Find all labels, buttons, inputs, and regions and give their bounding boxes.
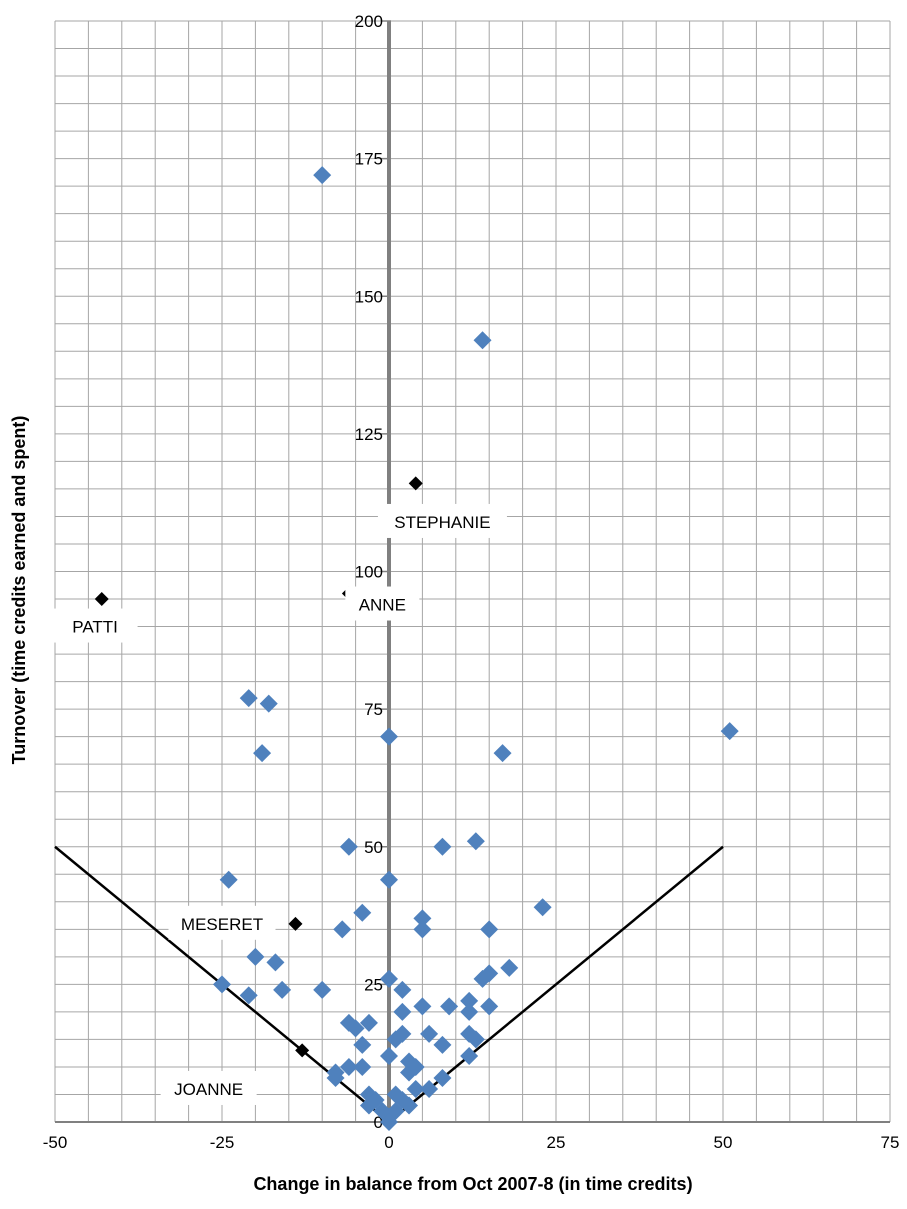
member-point — [440, 997, 459, 1016]
label-box — [160, 1070, 257, 1105]
member-point — [406, 1079, 425, 1098]
data-points — [94, 166, 739, 1131]
highlighted-point — [408, 476, 423, 491]
highlighted-point — [288, 916, 303, 931]
y-tick-label: 75 — [364, 700, 383, 719]
member-point — [359, 1096, 378, 1115]
member-point — [400, 1096, 419, 1115]
member-point — [533, 898, 552, 917]
member-point — [346, 1019, 365, 1038]
y-tick-label: 200 — [355, 12, 383, 31]
label-box — [377, 503, 507, 538]
y-axis-title: Turnover (time credits earned and spent) — [9, 416, 29, 765]
point-label: MESERET — [181, 915, 263, 934]
member-point — [393, 1002, 412, 1021]
x-tick-label: -50 — [43, 1133, 68, 1152]
member-point — [500, 958, 519, 977]
x-tick-label: 25 — [547, 1133, 566, 1152]
x-tick-label: 50 — [714, 1133, 733, 1152]
member-point — [480, 997, 499, 1016]
member-point — [339, 1013, 358, 1032]
zero-axes — [55, 20, 890, 1123]
highlighted-point — [295, 1043, 310, 1058]
member-point — [433, 1068, 452, 1087]
member-point — [466, 832, 485, 851]
member-point — [380, 1046, 398, 1065]
member-point — [380, 870, 398, 889]
member-point — [413, 997, 432, 1016]
member-point — [393, 980, 412, 999]
member-point — [326, 1068, 345, 1087]
member-point — [313, 166, 332, 185]
grid — [54, 20, 891, 1123]
member-point — [480, 920, 499, 939]
member-point — [386, 1030, 405, 1049]
label-box — [168, 905, 276, 940]
member-point — [460, 1002, 479, 1021]
y-tick-label: 175 — [355, 150, 383, 169]
member-point — [239, 689, 258, 708]
member-point — [493, 744, 512, 763]
member-point — [339, 1057, 358, 1076]
x-axis-title: Change in balance from Oct 2007-8 (in ti… — [253, 1174, 692, 1194]
member-point — [246, 947, 265, 966]
member-point — [460, 991, 479, 1010]
member-point — [413, 909, 432, 928]
y-tick-label: 25 — [364, 975, 383, 994]
member-point — [420, 1079, 439, 1098]
member-point — [353, 1035, 372, 1054]
y-tick-label: 125 — [355, 425, 383, 444]
member-point — [333, 920, 352, 939]
member-point — [266, 953, 285, 972]
member-point — [466, 1030, 485, 1049]
member-point — [473, 331, 492, 350]
point-label: JOANNE — [174, 1080, 243, 1099]
member-point — [420, 1024, 439, 1043]
point-label: PATTI — [72, 618, 118, 637]
x-tick-label: -25 — [210, 1133, 235, 1152]
member-point — [380, 727, 398, 746]
x-tick-label: 0 — [384, 1133, 393, 1152]
member-point — [339, 837, 358, 856]
member-point — [239, 986, 258, 1005]
member-point — [313, 980, 332, 999]
y-tick-labels: 0 25 50 75 100 125 150 175 200 — [355, 12, 383, 1132]
point-label: ANNE — [359, 596, 406, 615]
member-point — [413, 920, 432, 939]
member-point — [460, 1046, 479, 1065]
member-point — [273, 980, 292, 999]
x-tick-label: 75 — [881, 1133, 900, 1152]
member-point — [259, 694, 278, 713]
y-tick-label: 150 — [355, 287, 383, 306]
member-point — [219, 870, 238, 889]
highlighted-point — [94, 592, 109, 607]
member-point — [380, 1113, 398, 1131]
label-box — [52, 608, 138, 643]
member-point — [213, 975, 231, 994]
y-tick-label: 100 — [355, 563, 383, 582]
point-label: STEPHANIE — [394, 513, 490, 532]
label-box — [345, 586, 420, 621]
member-point — [380, 969, 398, 988]
member-point — [400, 1063, 419, 1082]
y-tick-label: 50 — [364, 838, 383, 857]
member-point — [720, 722, 739, 741]
member-point — [353, 903, 372, 922]
member-point — [253, 744, 272, 763]
y-tick-label: 0 — [374, 1113, 383, 1132]
member-point — [473, 969, 492, 988]
x-tick-labels: -50 -25 0 25 50 75 — [43, 1133, 900, 1152]
member-point — [359, 1013, 378, 1032]
member-point — [433, 1035, 452, 1054]
point-labels: PATTI ANNE STEPHANIE MESERET JOANNE — [52, 503, 507, 1105]
member-point — [353, 1057, 372, 1076]
member-point — [433, 837, 452, 856]
